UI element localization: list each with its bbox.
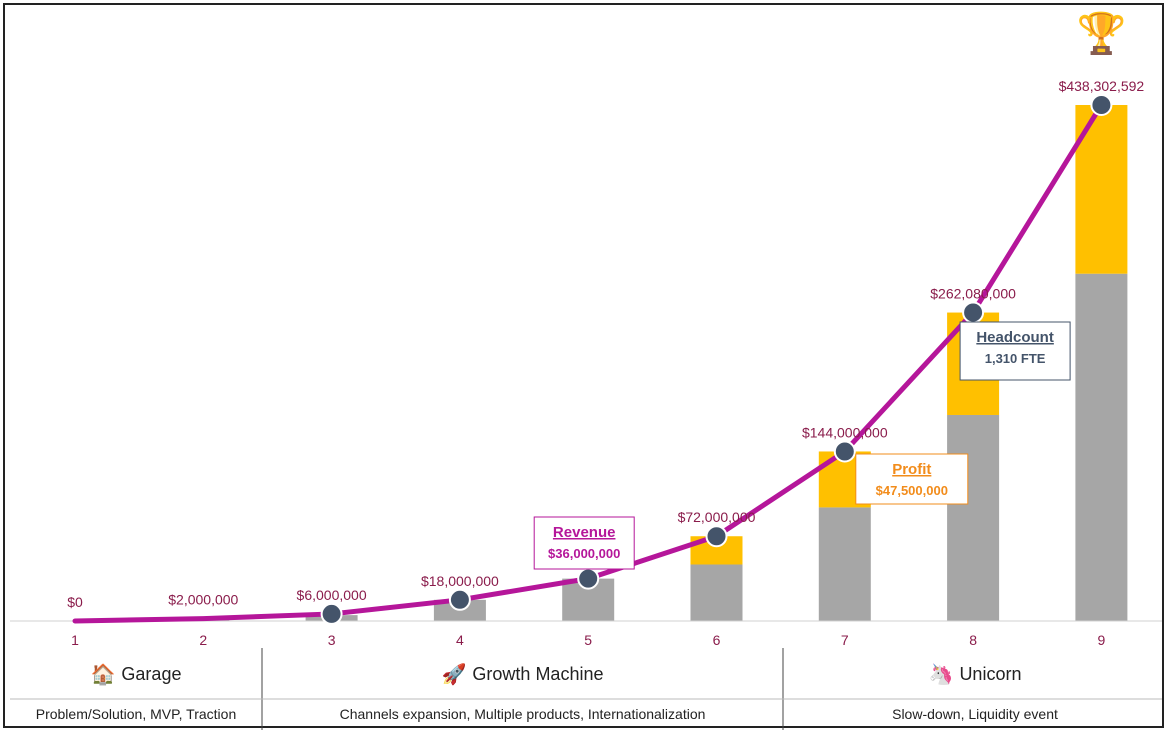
- stage-growth-description: Channels expansion, Multiple products, I…: [339, 706, 706, 722]
- profit-callout-value: $47,500,000: [876, 483, 948, 498]
- x-tick-5: 5: [584, 632, 592, 648]
- revenue-marker-9: [1090, 94, 1113, 116]
- data-label-4: $18,000,000: [421, 573, 499, 589]
- bar-costs-6: [690, 564, 743, 621]
- data-label-3: $6,000,000: [297, 587, 367, 603]
- revenue-marker-4: [448, 588, 471, 611]
- headcount-callout-box: [959, 321, 1071, 381]
- stage-growth-label: Growth Machine: [472, 663, 604, 684]
- stage-garage: 🏠 Garage: [10, 650, 262, 698]
- revenue-marker-6: [705, 525, 728, 548]
- x-tick-7: 7: [841, 632, 849, 648]
- house-icon: 🏠: [90, 663, 116, 686]
- data-label-1: $0: [67, 594, 83, 610]
- headcount-callout-title: Headcount: [976, 329, 1054, 346]
- profit-callout-title: Profit: [892, 461, 931, 478]
- revenue-callout-title: Revenue: [553, 524, 616, 541]
- x-tick-labels: 1 2 3 4 5 6 7 8 9: [71, 632, 1105, 648]
- revenue-marker-8: [962, 301, 985, 324]
- markers-layer: [320, 94, 1113, 625]
- bar-costs-8: [947, 414, 1000, 621]
- revenue-marker-7: [833, 440, 856, 463]
- data-label-8: $262,080,000: [930, 285, 1016, 301]
- x-tick-4: 4: [456, 632, 464, 648]
- data-label-9: $438,302,592: [1059, 78, 1145, 94]
- revenue-callout-value: $36,000,000: [548, 546, 620, 561]
- headcount-callout-value: 1,310 FTE: [985, 351, 1046, 366]
- callouts-layer: Revenue $36,000,000 Profit $47,500,000 Headc…: [533, 321, 1071, 570]
- stage-unicorn-label: Unicorn: [959, 663, 1022, 684]
- trophy-icon: 🏆: [1076, 10, 1126, 56]
- unicorn-icon: 🦄: [928, 663, 954, 686]
- bar-costs-9: [1075, 273, 1128, 621]
- stage-growth-machine: 🚀 Growth Machine: [262, 650, 783, 698]
- bar-costs-7: [818, 507, 871, 621]
- data-label-6: $72,000,000: [678, 509, 756, 525]
- stage-unicorn: 🦄 Unicorn: [783, 650, 1167, 698]
- x-tick-1: 1: [71, 632, 79, 648]
- chart-frame: 1 2 3 4 5 6 7 8 9 $0 $2,000,000 $6,000,000 $18,000,…: [3, 3, 1167, 730]
- stage-unicorn-description: Slow-down, Liquidity event: [892, 706, 1058, 722]
- stage-garage-label: Garage: [121, 663, 182, 684]
- rocket-icon: 🚀: [441, 663, 467, 686]
- revenue-marker-5: [577, 567, 600, 590]
- stage-descriptions-row: Problem/Solution, MVP, Traction Channels…: [10, 700, 1167, 728]
- x-tick-8: 8: [969, 632, 977, 648]
- x-tick-9: 9: [1098, 632, 1106, 648]
- x-tick-6: 6: [713, 632, 721, 648]
- revenue-callout-box: [533, 516, 635, 570]
- stage-labels-row: 🏠 Garage 🚀 Growth Machine 🦄 Unicorn: [10, 650, 1167, 698]
- profit-callout-box: [855, 453, 969, 505]
- x-tick-2: 2: [199, 632, 207, 648]
- revenue-marker-3: [320, 602, 343, 625]
- stage-garage-description: Problem/Solution, MVP, Traction: [35, 706, 237, 722]
- data-label-2: $2,000,000: [168, 592, 238, 608]
- startup-growth-chart: 1 2 3 4 5 6 7 8 9 $0 $2,000,000 $6,000,000 $18,000,…: [10, 10, 1162, 730]
- x-tick-3: 3: [328, 632, 336, 648]
- data-label-7: $144,000,000: [802, 424, 888, 440]
